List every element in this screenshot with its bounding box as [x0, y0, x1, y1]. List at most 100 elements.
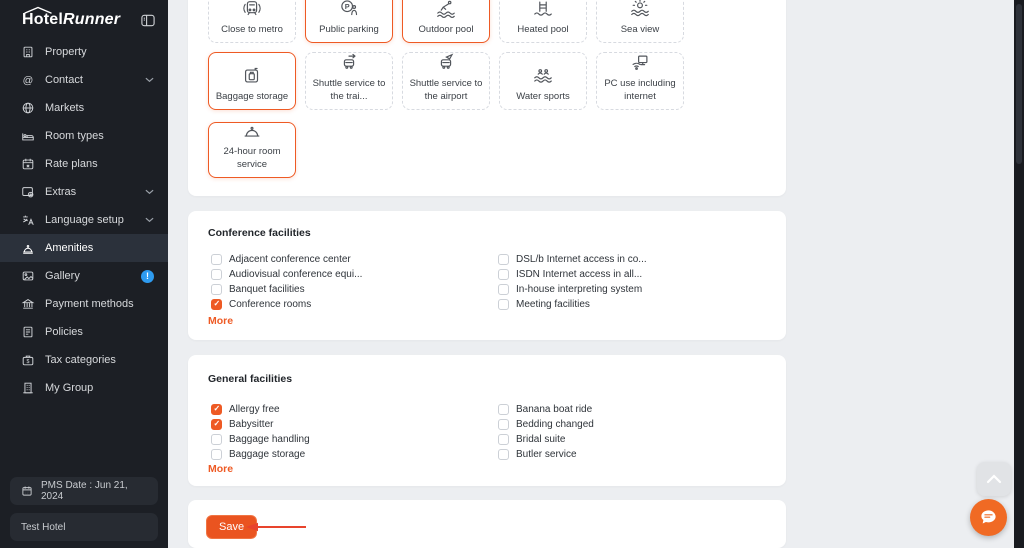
save-button[interactable]: Save	[206, 515, 258, 539]
checkbox[interactable]	[211, 299, 222, 310]
checkbox[interactable]	[498, 269, 509, 280]
more-link[interactable]: More	[208, 463, 234, 475]
svg-text:@: @	[22, 75, 33, 87]
hotelrunner-logo: HotelRunner	[22, 11, 120, 29]
more-link[interactable]: More	[208, 315, 234, 327]
checkbox-row[interactable]: Adjacent conference center	[211, 253, 351, 266]
checkbox-row[interactable]: Baggage storage	[211, 448, 305, 461]
document-icon	[20, 325, 35, 339]
checkbox-row[interactable]: ISDN Internet access in all...	[498, 268, 642, 281]
checkbox-row[interactable]: Bridal suite	[498, 433, 565, 446]
checkbox-label: Babysitter	[229, 419, 274, 430]
logo-roof-icon	[23, 6, 53, 14]
parking-icon: P	[338, 0, 360, 20]
hotel-selector[interactable]: Test Hotel	[10, 513, 158, 541]
sidebar-item-markets[interactable]: Markets	[0, 94, 168, 122]
checkbox-label: Baggage storage	[229, 449, 306, 460]
checkbox-row[interactable]: Allergy free	[211, 403, 280, 416]
sidebar-item-language-setup[interactable]: Language setup	[0, 206, 168, 234]
amenity-tile-baggage-storage[interactable]: Baggage storage	[208, 52, 296, 110]
amenity-tile-shuttle-airport[interactable]: Shuttle service to the airport	[402, 52, 490, 110]
sidebar-item-extras[interactable]: Extras	[0, 178, 168, 206]
sidebar-item-label: Language setup	[45, 214, 124, 226]
sidebar-item-label: Payment methods	[45, 298, 134, 310]
chat-button[interactable]	[970, 499, 1007, 536]
amenity-tile-label: Shuttle service to the airport	[409, 78, 483, 102]
amenity-tile-heated-pool[interactable]: Heated pool	[499, 0, 587, 43]
checkbox[interactable]	[211, 434, 222, 445]
checkbox[interactable]	[498, 419, 509, 430]
amenity-tile-label: Sea view	[620, 23, 660, 35]
conference-facilities-card: Conference facilities Adjacent conferenc…	[188, 211, 786, 340]
checkbox-label: Meeting facilities	[516, 299, 590, 310]
checkbox-row[interactable]: In-house interpreting system	[498, 283, 642, 296]
pms-date-box[interactable]: PMS Date : Jun 21, 2024	[10, 477, 158, 505]
logo-italic: Runner	[63, 11, 121, 28]
sidebar-item-payment-methods[interactable]: Payment methods	[0, 290, 168, 318]
scrollbar-thumb[interactable]	[1016, 4, 1022, 164]
sidebar-item-amenities[interactable]: Amenities	[0, 234, 168, 262]
checkbox[interactable]	[211, 419, 222, 430]
sidebar-item-policies[interactable]: Policies	[0, 318, 168, 346]
amenity-tile-close-to-metro[interactable]: Close to metro	[208, 0, 296, 43]
checkbox-row[interactable]: Conference rooms	[211, 298, 311, 311]
checkbox[interactable]	[498, 449, 509, 460]
amenity-tile-sea-view[interactable]: Sea view	[596, 0, 684, 43]
checkbox[interactable]	[211, 284, 222, 295]
sidebar-item-contact[interactable]: @ Contact	[0, 66, 168, 94]
checkbox-row[interactable]: Babysitter	[211, 418, 273, 431]
sidebar-item-rate-plans[interactable]: Rate plans	[0, 150, 168, 178]
checkbox-row[interactable]: Bedding changed	[498, 418, 594, 431]
at-icon: @	[20, 73, 35, 87]
sidebar-item-gallery[interactable]: Gallery !	[0, 262, 168, 290]
amenity-tile-public-parking[interactable]: P Public parking	[305, 0, 393, 43]
amenity-tile-water-sports[interactable]: Water sports	[499, 52, 587, 110]
sidebar-item-label: Extras	[45, 186, 77, 198]
checkbox-row[interactable]: Meeting facilities	[498, 298, 590, 311]
amenity-tile-room-service[interactable]: 24-hour room service	[208, 122, 296, 178]
room-service-icon	[241, 120, 263, 142]
sidebar-item-tax-categories[interactable]: $ Tax categories	[0, 346, 168, 374]
checkbox[interactable]	[211, 254, 222, 265]
checkbox[interactable]	[498, 299, 509, 310]
chevron-down-icon	[145, 217, 154, 223]
checkbox[interactable]	[498, 284, 509, 295]
sidebar-collapse-icon[interactable]	[140, 13, 156, 28]
metro-icon	[241, 0, 263, 20]
chevron-down-icon	[145, 189, 154, 195]
sidebar-item-room-types[interactable]: Room types	[0, 122, 168, 150]
checkbox-label: Adjacent conference center	[229, 254, 351, 265]
checkbox[interactable]	[498, 434, 509, 445]
sidebar: HotelRunner Property @ Contact Markets R…	[0, 0, 168, 548]
chat-bubble-icon	[979, 508, 998, 527]
outdoor-pool-icon	[435, 0, 457, 20]
checkbox[interactable]	[498, 254, 509, 265]
checkbox-row[interactable]: Butler service	[498, 448, 577, 461]
amenity-tile-shuttle-train[interactable]: Shuttle service to the trai...	[305, 52, 393, 110]
sidebar-item-property[interactable]: Property	[0, 38, 168, 66]
checkbox-row[interactable]: Banana boat ride	[498, 403, 592, 416]
checkbox-row[interactable]: DSL/b Internet access in co...	[498, 253, 647, 266]
checkbox-row[interactable]: Banquet facilities	[211, 283, 305, 296]
water-sports-icon	[532, 65, 554, 87]
amenity-tile-pc-internet[interactable]: PC use including internet	[596, 52, 684, 110]
svg-text:$: $	[26, 359, 29, 365]
checkbox-row[interactable]: Baggage handling	[211, 433, 310, 446]
section-title: General facilities	[208, 373, 293, 385]
amenity-tile-outdoor-pool[interactable]: Outdoor pool	[402, 0, 490, 43]
checkbox-row[interactable]: Audiovisual conference equi...	[211, 268, 362, 281]
checkbox[interactable]	[498, 404, 509, 415]
checkbox[interactable]	[211, 449, 222, 460]
checkbox[interactable]	[211, 269, 222, 280]
sidebar-item-my-group[interactable]: My Group	[0, 374, 168, 402]
scroll-to-top-button[interactable]	[977, 462, 1011, 496]
sidebar-item-label: Room types	[45, 130, 104, 142]
info-badge[interactable]: !	[141, 269, 154, 283]
sidebar-item-label: Gallery	[45, 270, 80, 282]
checkbox-label: In-house interpreting system	[516, 284, 643, 295]
amenity-tiles-card: Close to metro P Public parking Outdoor …	[188, 0, 786, 196]
checkbox[interactable]	[211, 404, 222, 415]
svg-text:P: P	[345, 2, 350, 11]
sidebar-item-label: My Group	[45, 382, 94, 394]
page-scrollbar[interactable]	[1014, 0, 1024, 548]
